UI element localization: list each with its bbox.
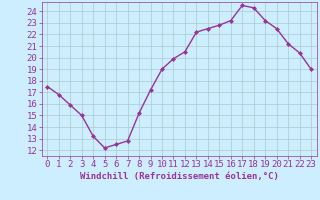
X-axis label: Windchill (Refroidissement éolien,°C): Windchill (Refroidissement éolien,°C) — [80, 172, 279, 181]
